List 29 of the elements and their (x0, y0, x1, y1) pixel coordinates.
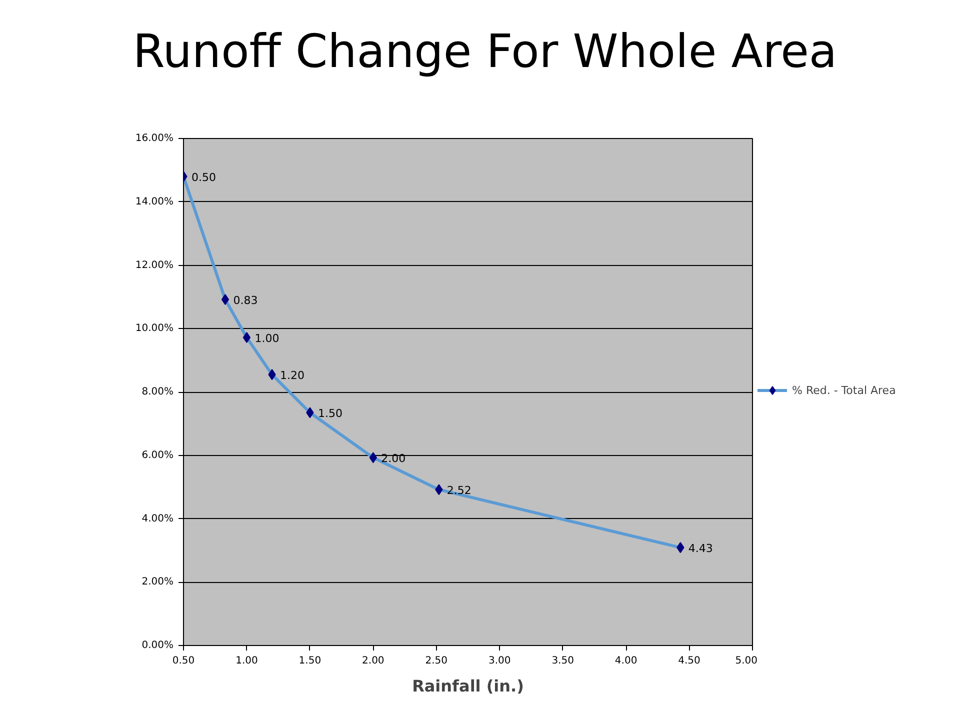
x-tick-label: 1.50 (298, 656, 322, 666)
annotation: 1.50 (318, 407, 342, 420)
x-tick-label: 2.00 (362, 656, 384, 666)
y-tick-label: 10.00% (135, 323, 174, 334)
x-tick-label: 4.00 (614, 656, 638, 666)
y-tick-label: 14.00% (135, 196, 174, 208)
x-axis-title: Rainfall (in.) (412, 676, 524, 696)
annotation: 0.83 (233, 294, 258, 307)
y-tick-label: 4.00% (142, 513, 174, 524)
y-tick-label: 0.00% (142, 640, 174, 651)
y-tick-label: 6.00% (142, 450, 174, 461)
x-tick-label: 4.50 (678, 656, 700, 666)
x-tick-label: 3.00 (488, 656, 511, 666)
x-tick-label: 1.00 (236, 656, 258, 666)
legend-label: % Red. - Total Area (792, 384, 896, 396)
annotation: 1.00 (254, 332, 280, 345)
y-tick-label: 12.00% (135, 260, 174, 271)
x-tick-label: 2.50 (425, 656, 448, 666)
annotation: 4.43 (688, 542, 713, 556)
chart-title: Runoff Change For Whole Area (132, 23, 838, 80)
annotation: 1.20 (280, 369, 305, 382)
y-tick-label: 8.00% (142, 386, 174, 398)
x-tick-label: 3.50 (552, 656, 574, 666)
annotation: 2.52 (446, 484, 472, 498)
x-tick-label: 5.00 (735, 656, 758, 666)
y-tick-label: 16.00% (135, 133, 174, 144)
y-tick-label: 2.00% (142, 576, 174, 588)
annotation: 0.50 (192, 171, 216, 184)
x-tick-label: 0.50 (172, 656, 195, 666)
